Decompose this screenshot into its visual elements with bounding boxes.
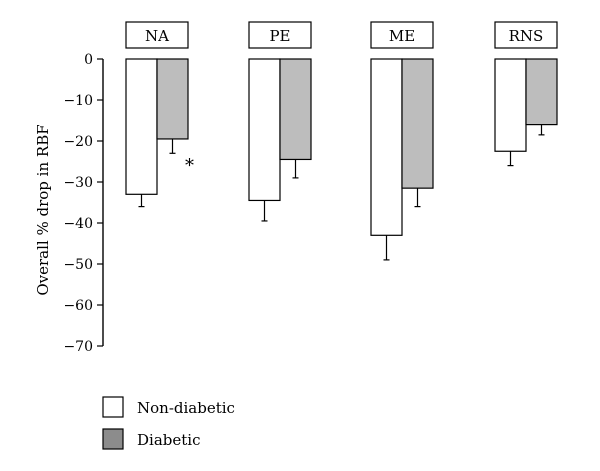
- y-tick-label: −60: [63, 298, 93, 314]
- y-tick-label: −20: [63, 134, 93, 150]
- bar: [402, 59, 433, 188]
- significance-marker: *: [185, 155, 194, 176]
- legend: Non-diabetic Diabetic: [103, 397, 235, 449]
- bar: [157, 59, 188, 139]
- bar: [371, 59, 402, 235]
- y-tick-label: −50: [63, 257, 93, 273]
- legend-swatch: [103, 429, 123, 449]
- legend-swatch: [103, 397, 123, 417]
- category-label: PE: [269, 27, 290, 45]
- bar: [526, 59, 557, 125]
- bar: [249, 59, 280, 200]
- category-labels: NA PE ME RNS: [126, 22, 557, 48]
- bars: *: [126, 59, 557, 260]
- bar: [126, 59, 157, 194]
- bar: [495, 59, 526, 151]
- y-tick-label: −70: [63, 339, 93, 355]
- axes: 0 −10 −20 −30 −40 −50 −60 −70: [63, 52, 103, 355]
- category-label: ME: [389, 27, 415, 45]
- y-tick-label: −10: [63, 93, 93, 109]
- category-label: NA: [145, 27, 169, 45]
- y-axis-title: Overall % drop in RBF: [34, 124, 52, 295]
- y-tick-label: −40: [63, 216, 93, 232]
- legend-label: Diabetic: [137, 431, 200, 449]
- y-tick-label: −30: [63, 175, 93, 191]
- legend-label: Non-diabetic: [137, 399, 235, 417]
- category-label: RNS: [509, 27, 544, 45]
- bar: [280, 59, 311, 159]
- y-tick-label: 0: [84, 52, 93, 68]
- bar-chart: 0 −10 −20 −30 −40 −50 −60 −70 * NA PE ME RNS Overa…: [0, 0, 600, 471]
